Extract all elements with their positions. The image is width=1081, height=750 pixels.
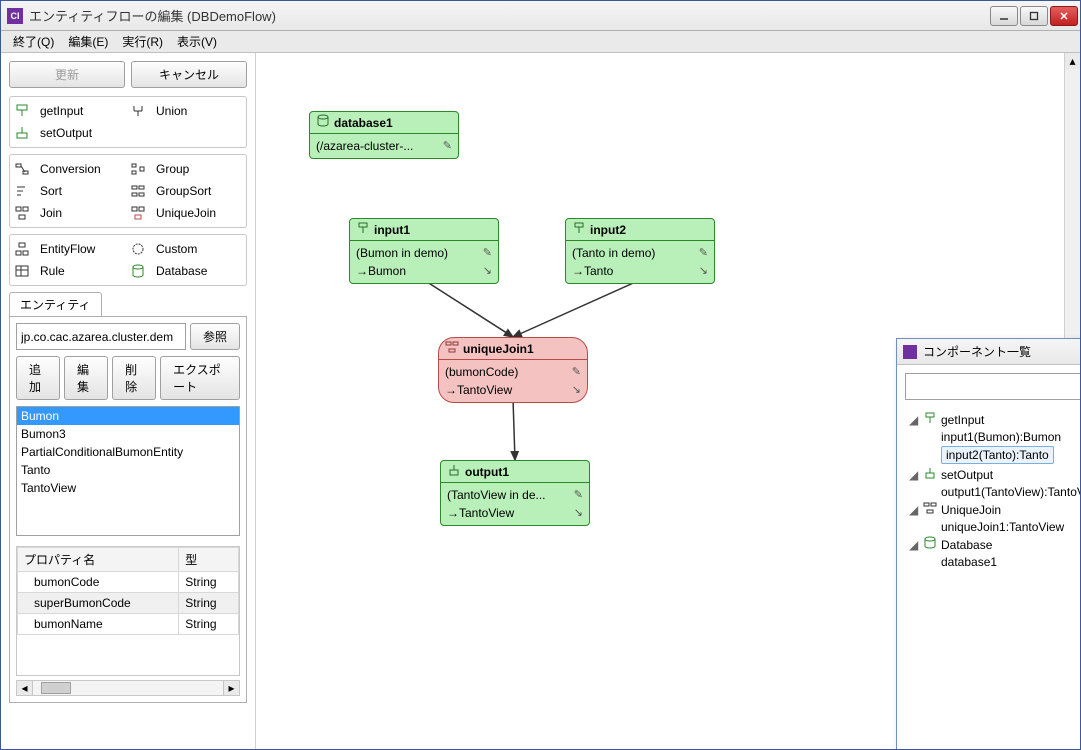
list-item[interactable]: PartialConditionalBumonEntity xyxy=(17,443,239,461)
table-row[interactable]: superBumonCodeString xyxy=(18,593,239,614)
list-item[interactable]: Bumon xyxy=(17,407,239,425)
window-controls xyxy=(990,6,1078,26)
list-item[interactable]: Bumon3 xyxy=(17,425,239,443)
tree-leaf[interactable]: output1(TantoView):TantoView xyxy=(941,484,1080,500)
property-table[interactable]: プロパティ名 型 bumonCodeStringsuperBumonCodeSt… xyxy=(16,546,240,676)
entity-panel: 参照 追加 編集 削除 エクスポート BumonBumon3PartialCon… xyxy=(9,316,247,703)
search-input[interactable] xyxy=(905,373,1080,400)
window-title: エンティティフローの編集 (DBDemoFlow) xyxy=(29,6,990,25)
dialog-titlebar[interactable]: コンポーネント一覧 xyxy=(897,339,1080,365)
tab-entity[interactable]: エンティティ xyxy=(9,292,102,316)
dialog-icon xyxy=(903,345,917,359)
update-button[interactable]: 更新 xyxy=(9,61,125,88)
out-icon xyxy=(447,463,461,480)
tool-setoutput[interactable]: setOutput xyxy=(38,126,126,140)
table-row[interactable]: bumonCodeString xyxy=(18,572,239,593)
component-tree[interactable]: ◢getInputinput1(Bumon):Bumoninput2(Tanto… xyxy=(905,408,1080,572)
tool-custom[interactable]: Custom xyxy=(154,242,242,256)
edit-button[interactable]: 編集 xyxy=(64,356,108,400)
left-panel: 更新 キャンセル getInput Union setOutput Conver… xyxy=(1,53,256,749)
group-icon xyxy=(130,161,146,177)
menu-view[interactable]: 表示(V) xyxy=(171,31,223,52)
custom-icon xyxy=(130,241,146,257)
flow-node-input1[interactable]: input1(Bumon in demo)✎→Bumon↘ xyxy=(349,218,499,284)
tree-leaf[interactable]: input1(Bumon):Bumon xyxy=(941,429,1080,445)
minimize-button[interactable] xyxy=(990,6,1018,26)
maximize-button[interactable] xyxy=(1020,6,1048,26)
dialog-title: コンポーネント一覧 xyxy=(923,343,1080,360)
delete-button[interactable]: 削除 xyxy=(112,356,156,400)
table-row[interactable]: bumonNameString xyxy=(18,614,239,635)
tool-sort[interactable]: Sort xyxy=(38,184,126,198)
in-icon xyxy=(356,221,370,238)
uniquejoin-icon xyxy=(130,205,146,221)
entityflow-icon xyxy=(14,241,30,257)
conversion-icon xyxy=(14,161,30,177)
tree-node[interactable]: ◢Database xyxy=(909,535,1080,554)
tree-node[interactable]: ◢UniqueJoin xyxy=(909,500,1080,519)
entity-list[interactable]: BumonBumon3PartialConditionalBumonEntity… xyxy=(16,406,240,536)
flow-node-database1[interactable]: database1(/azarea-cluster-...✎ xyxy=(309,111,459,159)
tool-getinput[interactable]: getInput xyxy=(38,104,126,118)
tool-groupsort[interactable]: GroupSort xyxy=(154,184,242,198)
menu-edit[interactable]: 編集(E) xyxy=(62,31,114,52)
tree-node[interactable]: ◢getInput xyxy=(909,410,1080,429)
tree-node[interactable]: ◢setOutput xyxy=(909,465,1080,484)
tool-group[interactable]: Group xyxy=(154,162,242,176)
prop-header-name: プロパティ名 xyxy=(18,548,179,572)
app-icon: CI xyxy=(7,8,23,24)
database-icon xyxy=(130,263,146,279)
horizontal-scrollbar[interactable]: ◂▸ xyxy=(16,680,240,696)
flow-canvas[interactable]: ▴ ▾ コンポーネント一覧 検索 ◢getInputinput1(Bumon):… xyxy=(256,53,1080,749)
menu-run[interactable]: 実行(R) xyxy=(116,31,169,52)
db-icon xyxy=(316,114,330,131)
menu-quit[interactable]: 終了(Q) xyxy=(7,31,60,52)
tree-leaf[interactable]: uniqueJoin1:TantoView xyxy=(941,519,1080,535)
join-icon xyxy=(445,340,459,357)
tool-panel-1: getInput Union setOutput xyxy=(9,96,247,148)
join-icon xyxy=(14,205,30,221)
groupsort-icon xyxy=(130,183,146,199)
flow-node-output1[interactable]: output1(TantoView in de...✎→TantoView↘ xyxy=(440,460,590,526)
add-button[interactable]: 追加 xyxy=(16,356,60,400)
flow-node-input2[interactable]: input2(Tanto in demo)✎→Tanto↘ xyxy=(565,218,715,284)
tool-panel-2: Conversion Group Sort GroupSort Join Uni… xyxy=(9,154,247,228)
tree-leaf[interactable]: input2(Tanto):Tanto xyxy=(941,445,1080,465)
sort-icon xyxy=(14,183,30,199)
tree-leaf[interactable]: database1 xyxy=(941,554,1080,570)
content-area: 更新 キャンセル getInput Union setOutput Conver… xyxy=(1,53,1080,749)
tool-uniquejoin[interactable]: UniqueJoin xyxy=(154,206,242,220)
tool-panel-3: EntityFlow Custom Rule Database xyxy=(9,234,247,286)
menu-bar: 終了(Q) 編集(E) 実行(R) 表示(V) xyxy=(1,31,1080,53)
tool-rule[interactable]: Rule xyxy=(38,264,126,278)
component-list-dialog[interactable]: コンポーネント一覧 検索 ◢getInputinput1(Bumon):Bumo… xyxy=(896,338,1080,749)
setoutput-icon xyxy=(14,125,30,141)
getinput-icon xyxy=(14,103,30,119)
cancel-button[interactable]: キャンセル xyxy=(131,61,247,88)
tool-database[interactable]: Database xyxy=(154,264,242,278)
tool-union[interactable]: Union xyxy=(154,104,242,118)
union-icon xyxy=(130,103,146,119)
title-bar: CI エンティティフローの編集 (DBDemoFlow) xyxy=(1,1,1080,31)
list-item[interactable]: Tanto xyxy=(17,461,239,479)
prop-header-type: 型 xyxy=(179,548,239,572)
browse-button[interactable]: 参照 xyxy=(190,323,240,350)
tool-conversion[interactable]: Conversion xyxy=(38,162,126,176)
list-item[interactable]: TantoView xyxy=(17,479,239,497)
package-input[interactable] xyxy=(16,323,186,350)
tool-entityflow[interactable]: EntityFlow xyxy=(38,242,126,256)
in-icon xyxy=(572,221,586,238)
close-button[interactable] xyxy=(1050,6,1078,26)
tool-join[interactable]: Join xyxy=(38,206,126,220)
rule-icon xyxy=(14,263,30,279)
export-button[interactable]: エクスポート xyxy=(160,356,240,400)
flow-node-uniqueJoin1[interactable]: uniqueJoin1(bumonCode)✎→TantoView↘ xyxy=(438,337,588,403)
